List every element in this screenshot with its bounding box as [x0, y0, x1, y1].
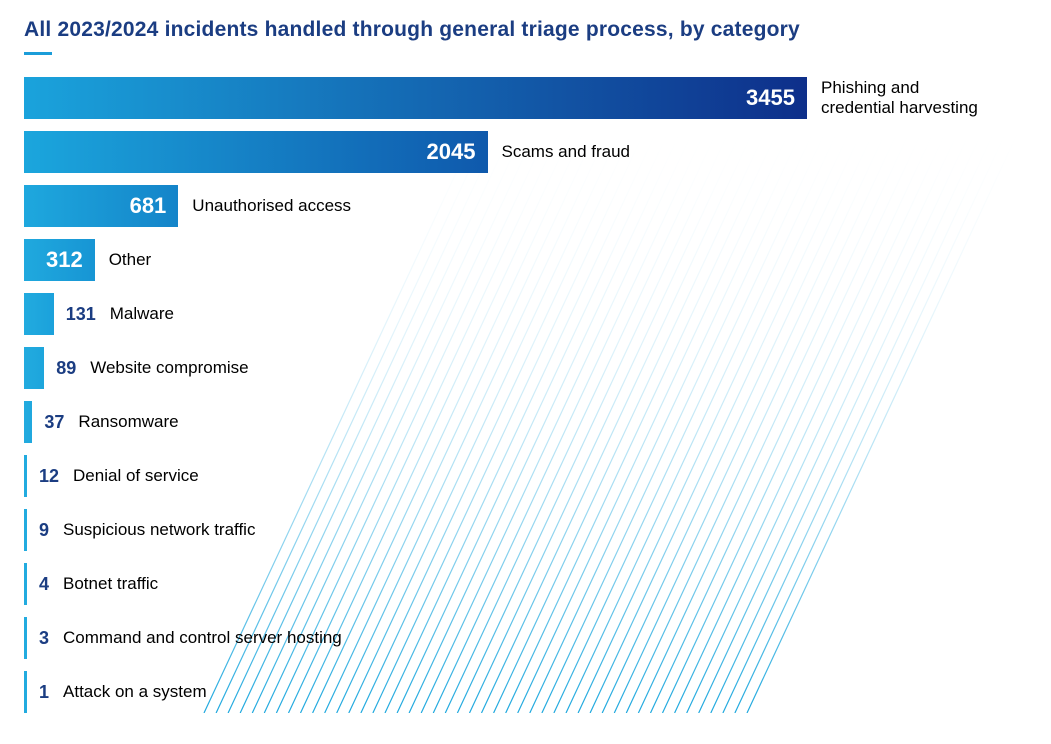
bar — [24, 293, 54, 335]
bar-value: 4 — [39, 574, 49, 595]
bar-label: Suspicious network traffic — [63, 520, 255, 540]
bar-chart: 3455 Phishing andcredential harvesting 204… — [24, 73, 1027, 717]
bar-row: 3 Command and control server hosting — [24, 613, 1027, 663]
bar-row: 4 Botnet traffic — [24, 559, 1027, 609]
title-underline — [24, 52, 52, 55]
bar — [24, 455, 27, 497]
bar-label: Website compromise — [90, 358, 248, 378]
bar-value: 3455 — [746, 85, 795, 111]
bar-row: 1 Attack on a system — [24, 667, 1027, 717]
bar — [24, 563, 27, 605]
bar-value: 9 — [39, 520, 49, 541]
bar-label: Ransomware — [78, 412, 178, 432]
bar-value: 89 — [56, 358, 76, 379]
chart-page: All 2023/2024 incidents handled through … — [0, 0, 1051, 744]
bar-value: 37 — [44, 412, 64, 433]
bar-row: 9 Suspicious network traffic — [24, 505, 1027, 555]
bar-row: 37 Ransomware — [24, 397, 1027, 447]
bar-row: 89 Website compromise — [24, 343, 1027, 393]
bar-row: 12 Denial of service — [24, 451, 1027, 501]
bar-value: 3 — [39, 628, 49, 649]
bar-label: Malware — [110, 304, 174, 324]
bar: 312 — [24, 239, 95, 281]
bar-row: 312 Other — [24, 235, 1027, 285]
bar: 681 — [24, 185, 178, 227]
bar-value: 2045 — [427, 139, 476, 165]
bar-value: 312 — [46, 247, 83, 273]
bar — [24, 401, 32, 443]
bar-row: 3455 Phishing andcredential harvesting — [24, 73, 1027, 123]
bar-value: 131 — [66, 304, 96, 325]
bar-label: Unauthorised access — [192, 196, 351, 216]
bar — [24, 509, 27, 551]
bar-label: Other — [109, 250, 152, 270]
bar-label: Phishing andcredential harvesting — [821, 78, 978, 117]
bar-row: 2045 Scams and fraud — [24, 127, 1027, 177]
bar-row: 681 Unauthorised access — [24, 181, 1027, 231]
bar-label: Attack on a system — [63, 682, 207, 702]
bar: 3455 — [24, 77, 807, 119]
bar-label: Denial of service — [73, 466, 199, 486]
bar-value: 12 — [39, 466, 59, 487]
bar-label: Command and control server hosting — [63, 628, 342, 648]
bar-label: Scams and fraud — [502, 142, 631, 162]
chart-area: 3455 Phishing andcredential harvesting 204… — [24, 73, 1027, 713]
bar — [24, 671, 27, 713]
bar — [24, 617, 27, 659]
bar-label: Botnet traffic — [63, 574, 158, 594]
bar-value: 681 — [130, 193, 167, 219]
chart-title: All 2023/2024 incidents handled through … — [24, 18, 1027, 42]
bar-row: 131 Malware — [24, 289, 1027, 339]
bar — [24, 347, 44, 389]
bar-value: 1 — [39, 682, 49, 703]
bar: 2045 — [24, 131, 488, 173]
